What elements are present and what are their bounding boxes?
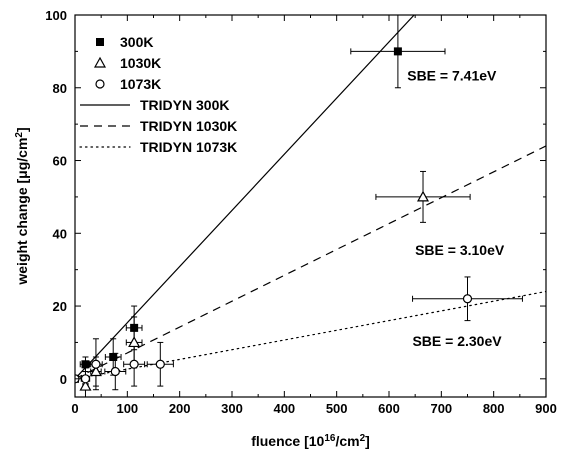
point-1073k-2	[91, 359, 101, 369]
legend-label-1030k: 1030K	[120, 55, 161, 71]
legend-marker-300k	[96, 38, 104, 46]
fit-line-tridyn-1030k	[75, 145, 546, 380]
legend-label-300k: 300K	[120, 34, 153, 50]
legend-label-1073k: 1073K	[120, 76, 161, 92]
point-1030k-0	[79, 379, 92, 391]
x-tick-label: 800	[483, 401, 505, 416]
point-1073k-3	[110, 366, 120, 377]
legend-marker-1030k	[93, 56, 107, 68]
point-1030k-3	[416, 190, 430, 202]
x-tick-label: 0	[71, 401, 78, 416]
point-1073k-6	[462, 294, 473, 304]
x-tick-label: 400	[273, 401, 295, 416]
y-tick-label: 100	[45, 8, 67, 23]
x-tick-label: 100	[116, 401, 138, 416]
point-300k-2	[109, 352, 118, 361]
point-300k-3	[130, 323, 139, 332]
x-tick-label: 900	[535, 401, 557, 416]
y-axis-title: weight change [μg/cm2]	[14, 127, 31, 285]
annotation-sbe-0: SBE = 7.41eV	[407, 67, 497, 83]
x-tick-label: 500	[326, 401, 348, 416]
y-tick-label: 40	[53, 226, 67, 241]
x-tick-label: 600	[378, 401, 400, 416]
x-axis-title: fluence [1016/cm2]	[251, 433, 370, 450]
point-1030k-1	[89, 365, 102, 377]
point-1030k-2	[128, 336, 141, 348]
x-tick-label: 200	[169, 401, 191, 416]
legend-marker-1073k	[95, 79, 105, 89]
legend-label-tridyn-300k: TRIDYN 300K	[140, 97, 229, 113]
annotation-sbe-1: SBE = 3.10eV	[415, 242, 505, 258]
point-1073k-5	[155, 359, 165, 369]
point-1073k-4	[129, 359, 139, 369]
x-tick-label: 300	[221, 401, 243, 416]
legend-label-tridyn-1073k: TRIDYN 1073K	[140, 139, 237, 155]
legend-label-tridyn-1030k: TRIDYN 1030K	[140, 118, 237, 134]
fit-line-tridyn-300k	[75, 15, 415, 380]
y-tick-label: 80	[53, 81, 67, 96]
point-300k-4	[393, 47, 402, 56]
y-tick-label: 20	[53, 299, 67, 314]
legend: 300K 1030K 1073K TRIDYN 300K TRIDYN 1030K TRI…	[79, 34, 237, 155]
point-1073k-1	[80, 374, 91, 384]
y-tick-label: 0	[60, 372, 67, 387]
annotation-sbe-2: SBE = 2.30eV	[412, 333, 502, 349]
axes: 0 100 200 300 400 500 600 700 800 900 0 20 40 60 80 100…	[14, 8, 557, 449]
y-tick-label: 60	[53, 154, 67, 169]
annotations: SBE = 7.41eV SBE = 3.10eV SBE = 2.30eV	[407, 67, 505, 349]
point-300k-1	[81, 360, 90, 369]
x-tick-label: 700	[430, 401, 452, 416]
